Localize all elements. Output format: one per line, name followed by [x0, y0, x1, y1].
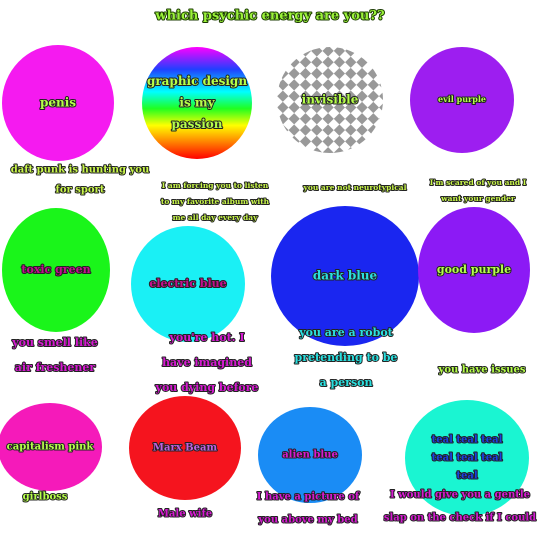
blob-label: penis: [40, 96, 76, 110]
caption: Male wife: [158, 509, 212, 520]
caption: you above my bed: [257, 515, 357, 526]
caption: you smell like: [11, 336, 98, 349]
caption: for sport: [56, 185, 105, 196]
blob-label: is my: [179, 96, 215, 110]
energy-blob: [405, 400, 529, 516]
caption: I'm scared of you and I: [430, 178, 527, 187]
blob-label: Marx Beam: [153, 443, 218, 454]
blob-label: passion: [172, 117, 223, 131]
energy-blob: [418, 207, 530, 333]
caption: to my favorite album with: [161, 197, 270, 206]
caption: you're hot. I: [169, 331, 245, 344]
energy-blob: [0, 403, 102, 491]
blob-label: capitalism pink: [7, 442, 95, 453]
blob-label: teal teal teal: [432, 453, 503, 464]
energy-blob: [129, 396, 241, 500]
blob-label: dark blue: [313, 269, 378, 283]
caption: you are not neurotypical: [303, 183, 407, 192]
caption: you dying before: [155, 381, 259, 394]
blob-label: good purple: [437, 263, 511, 276]
energy-blob: [131, 226, 245, 342]
caption: you have issues: [438, 365, 526, 376]
energy-blob: [410, 47, 514, 153]
caption: a person: [320, 376, 373, 389]
energy-blob: [2, 45, 114, 161]
blob-label: invisible: [302, 93, 359, 107]
caption: pretending to be: [295, 351, 398, 364]
caption: me all day every day: [173, 213, 258, 222]
caption: daft punk is hunting you: [11, 165, 149, 176]
blob-label: evil purple: [438, 94, 486, 104]
caption: slap on the check if I could: [384, 513, 536, 524]
energy-blob: [2, 208, 110, 332]
caption: air freshener: [15, 361, 96, 374]
blob-label: teal teal teal: [432, 435, 503, 446]
blob-label: teal: [456, 471, 477, 482]
caption: want your gender: [440, 194, 516, 203]
blob-label: alien blue: [282, 450, 338, 461]
title: which psychic energy are you??: [154, 9, 385, 24]
energy-blob: [258, 407, 362, 503]
caption: I would give you a gentle: [390, 490, 530, 501]
blob-label: electric blue: [149, 277, 226, 290]
energy-blob: [271, 206, 419, 346]
caption: girlboss: [23, 492, 68, 503]
caption: have imagined: [162, 356, 252, 369]
caption: I have a picture of: [257, 492, 360, 503]
blob-label: toxic green: [21, 263, 90, 276]
energy-blob: [277, 47, 383, 153]
caption: I am forcing you to listen: [162, 181, 269, 190]
blob-label: graphic design: [147, 74, 247, 88]
caption: you are a robot: [298, 326, 393, 339]
energy-blob: [142, 47, 252, 159]
